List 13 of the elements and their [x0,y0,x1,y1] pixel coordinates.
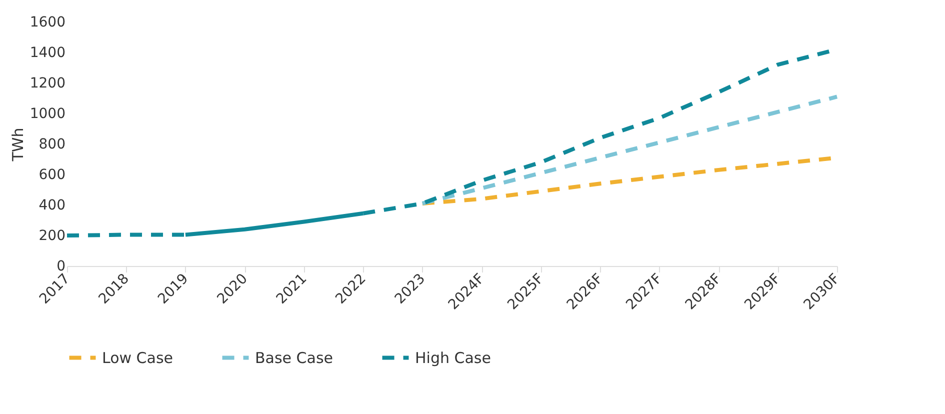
y-tick-label: 400 [38,198,66,214]
y-tick-label: 600 [38,167,66,183]
y-tick-label: 800 [38,136,66,152]
y-axis-title: TWh [8,128,27,162]
legend-label: High Case [415,348,491,367]
y-tick-label: 1400 [30,45,66,61]
y-tick-label: 1600 [30,14,66,30]
y-tick-label: 200 [38,228,66,244]
y-tick-label: 0 [56,258,66,274]
y-tick-label: 1200 [30,76,66,92]
legend-label: Base Case [255,348,334,367]
legend-label: Low Case [102,348,174,367]
y-tick-label: 1000 [30,106,66,122]
